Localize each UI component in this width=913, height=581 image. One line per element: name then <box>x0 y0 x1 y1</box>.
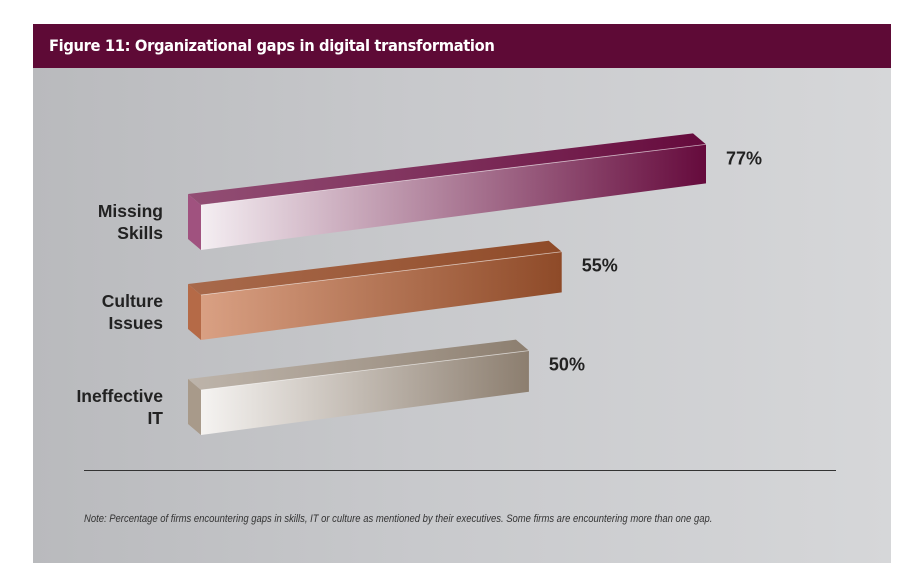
value-label: 55% <box>582 256 618 276</box>
bar-top-face <box>188 339 529 390</box>
category-label: Issues <box>109 313 164 333</box>
bar-edge-highlight <box>200 350 529 391</box>
bar-side-face <box>188 379 201 435</box>
value-label: 50% <box>549 355 585 375</box>
bar-front-face <box>201 350 529 435</box>
figure-title: Figure 11: Organizational gaps in digita… <box>49 36 495 55</box>
bar-top-face <box>188 133 706 205</box>
bar-top-face <box>188 240 562 295</box>
bar <box>188 240 562 340</box>
bars-layer <box>188 133 707 435</box>
bar-side-face <box>188 284 201 340</box>
figure-note: Note: Percentage of firms encountering g… <box>84 513 713 525</box>
bar-edge-highlight <box>200 251 562 296</box>
figure-header: Figure 11: Organizational gaps in digita… <box>33 24 891 68</box>
bar-front-face <box>201 251 562 340</box>
bar-edge-highlight <box>200 144 707 206</box>
bar-front-face <box>201 144 706 250</box>
bar-side-face <box>188 194 201 250</box>
bar <box>188 133 707 250</box>
category-label: Skills <box>117 223 163 243</box>
bar <box>188 339 529 435</box>
category-label: Culture <box>102 291 164 311</box>
divider-line <box>84 470 836 471</box>
category-label: IT <box>147 408 163 428</box>
figure-panel: Figure 11: Organizational gaps in digita… <box>33 24 891 563</box>
value-label: 77% <box>726 148 762 168</box>
category-label: Missing <box>98 201 163 221</box>
category-label: Ineffective <box>76 386 163 406</box>
